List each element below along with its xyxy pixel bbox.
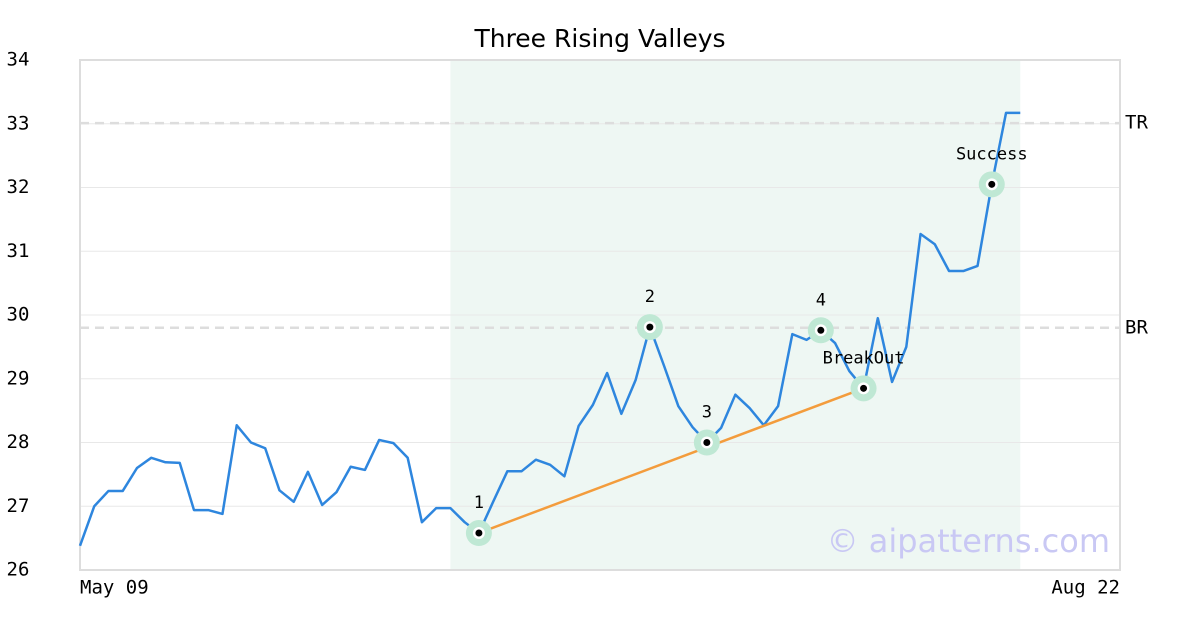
plot-frame xyxy=(79,59,1121,571)
point-dot xyxy=(817,326,825,334)
point-dot xyxy=(860,384,868,392)
level-label: TR xyxy=(1125,112,1148,134)
y-tick-label: 27 xyxy=(7,495,30,517)
chart-title: Three Rising Valleys xyxy=(473,24,725,53)
watermark: © aipatterns.com xyxy=(827,522,1110,560)
point-dot xyxy=(475,529,483,537)
point-label: 1 xyxy=(474,493,484,513)
y-tick-label: 33 xyxy=(7,112,30,134)
y-tick-label: 31 xyxy=(7,240,30,262)
y-tick-label: 26 xyxy=(7,559,30,581)
point-label: Success xyxy=(956,144,1028,164)
point-label: 3 xyxy=(702,403,712,423)
x-tick-label: Aug 22 xyxy=(1051,577,1120,599)
point-dot xyxy=(988,180,996,188)
y-tick-label: 28 xyxy=(7,431,30,453)
point-label: 2 xyxy=(645,287,655,307)
y-tick-label: 30 xyxy=(7,304,30,326)
point-label: 4 xyxy=(816,290,826,310)
x-tick-label: May 09 xyxy=(80,577,149,599)
point-dot xyxy=(646,323,654,331)
point-label: BreakOut xyxy=(823,348,905,368)
y-tick-label: 32 xyxy=(7,176,30,198)
y-tick-label: 29 xyxy=(7,367,30,389)
point-dot xyxy=(703,439,711,446)
trend-line xyxy=(478,387,865,535)
level-label: BR xyxy=(1125,316,1148,338)
y-tick-label: 34 xyxy=(7,49,30,71)
